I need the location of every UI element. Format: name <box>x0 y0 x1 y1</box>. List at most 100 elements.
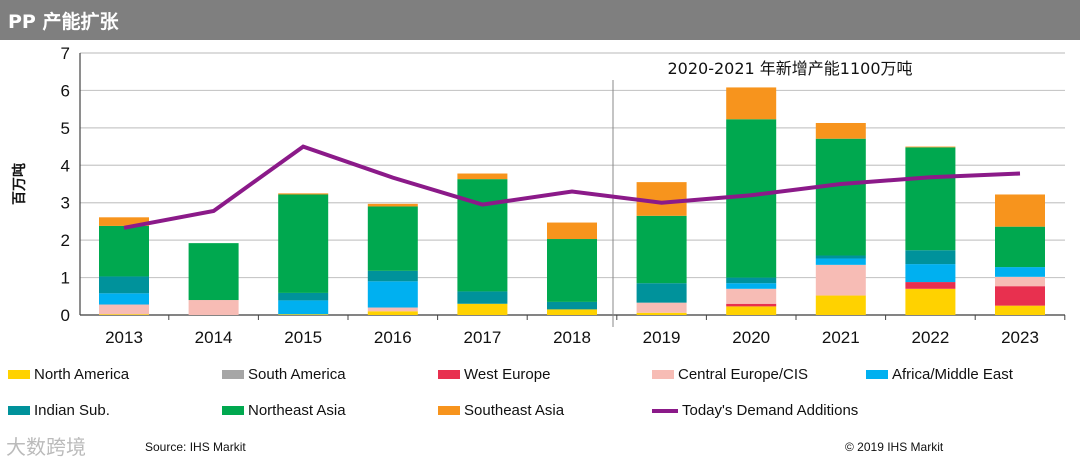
legend-swatch <box>8 370 30 379</box>
bar-segment-northeast-asia <box>547 239 597 302</box>
bar-segment-indian-sub- <box>99 276 149 294</box>
bar-segment-north-america <box>995 305 1045 315</box>
legend-swatch <box>652 370 674 379</box>
x-tick-label: 2013 <box>105 328 143 347</box>
bar-segment-northeast-asia <box>278 194 329 293</box>
legend-label: Northeast Asia <box>248 402 346 419</box>
bar-segment-indian-sub- <box>636 283 687 303</box>
bar-segment-southeast-asia <box>278 193 329 195</box>
source-text: Source: IHS Markit <box>145 440 246 454</box>
bar-segment-indian-sub- <box>547 301 597 310</box>
legend-item: West Europe <box>438 366 550 383</box>
bar-segment-north-america <box>547 309 597 315</box>
y-tick-label: 5 <box>61 119 70 138</box>
x-tick-label: 2016 <box>374 328 412 347</box>
x-tick-label: 2015 <box>284 328 322 347</box>
bar-segment-west-europe <box>726 303 777 307</box>
bar-segment-indian-sub- <box>278 292 329 301</box>
bar-segment-southeast-asia <box>726 87 777 120</box>
bar-segment-indian-sub- <box>367 270 418 282</box>
legend-item: Africa/Middle East <box>866 366 1013 383</box>
y-tick-label: 4 <box>61 156 70 175</box>
y-axis-label: 百万吨 <box>11 163 28 205</box>
legend-label: Central Europe/CIS <box>678 366 809 383</box>
watermark: 大数跨境 <box>6 435 86 459</box>
bar-segment-northeast-asia <box>99 225 149 277</box>
bar-segment-southeast-asia <box>905 146 956 148</box>
legend-line-swatch <box>652 408 678 413</box>
x-tick-label: 2021 <box>822 328 860 347</box>
legend-item: Today's Demand Additions <box>652 402 858 419</box>
bar-segment-northeast-asia <box>367 206 418 271</box>
bar-segment-southeast-asia <box>99 217 149 226</box>
legend-item: North America <box>8 366 129 383</box>
page-title: PP 产能扩张 <box>8 11 119 33</box>
y-tick-label: 3 <box>61 194 70 213</box>
bar-segment-indian-sub- <box>905 250 956 265</box>
legend-item: South America <box>222 366 346 383</box>
legend-swatch <box>438 370 460 379</box>
legend-swatch <box>222 370 244 379</box>
bar-segment-africa-middle-east <box>995 267 1045 277</box>
bar-segment-africa-middle-east <box>815 258 866 265</box>
bar-segment-africa-middle-east <box>99 293 149 305</box>
header-bar: PP 产能扩张 <box>0 0 1080 40</box>
legend-swatch <box>8 406 30 415</box>
legend-swatch <box>866 370 888 379</box>
bar-segment-southeast-asia <box>995 194 1045 227</box>
bar-segment-northeast-asia <box>995 226 1045 268</box>
legend-label: Indian Sub. <box>34 402 110 419</box>
bar-segment-northeast-asia <box>457 179 508 292</box>
annotation: 2020-2021 年新增产能1100万吨 <box>667 59 912 78</box>
bar-segment-northeast-asia <box>905 147 956 251</box>
bar-segment-indian-sub- <box>815 255 866 259</box>
bar-segment-central-europe-cis <box>636 302 687 313</box>
stacked-bar-chart: 0 1 2 3 4 5 6 7 百万吨 2020-2021 年新增产能1100万吨 2013 2014… <box>11 44 1066 347</box>
bar-segment-northeast-asia <box>636 215 687 284</box>
legend-label: Today's Demand Additions <box>682 402 859 419</box>
bar-segment-north-america <box>278 314 329 315</box>
bar-segment-central-europe-cis <box>995 276 1045 287</box>
bar-segment-southeast-asia <box>457 173 508 180</box>
legend-label: West Europe <box>464 366 551 383</box>
copyright-text: © 2019 IHS Markit <box>845 440 944 454</box>
bar-segment-north-america <box>367 311 418 315</box>
bar-segment-north-america <box>815 295 866 315</box>
x-tick-label: 2019 <box>643 328 681 347</box>
demand-line <box>123 144 1021 230</box>
bar-segment-southeast-asia <box>815 122 866 139</box>
bar-segment-central-europe-cis <box>815 264 866 296</box>
x-tick-label: 2014 <box>195 328 233 347</box>
y-tick-label: 1 <box>61 269 70 288</box>
bar-segment-southeast-asia <box>547 222 597 240</box>
legend-item: Central Europe/CIS <box>652 366 808 383</box>
bar-segment-north-america <box>636 312 687 315</box>
bar-segment-north-america <box>726 306 777 315</box>
legend-item: Southeast Asia <box>438 402 564 419</box>
bar-segment-africa-middle-east <box>278 300 329 315</box>
x-tick-label: 2018 <box>553 328 591 347</box>
legend-label: North America <box>34 366 130 383</box>
x-tick-label: 2022 <box>911 328 949 347</box>
bar-segment-north-america <box>99 314 149 315</box>
bar-segment-africa-middle-east <box>905 264 956 283</box>
legend-item: Northeast Asia <box>222 402 346 419</box>
y-tick-label: 2 <box>61 231 70 250</box>
bar-segment-northeast-asia <box>188 243 239 301</box>
bar-segment-central-europe-cis <box>188 300 239 315</box>
legend-item: Indian Sub. <box>8 402 110 419</box>
bar-segment-central-europe-cis <box>367 307 418 312</box>
bar-segment-north-america <box>905 288 956 315</box>
bar-segment-southeast-asia <box>367 203 418 207</box>
bar-segment-central-europe-cis <box>726 288 777 304</box>
legend-label: Southeast Asia <box>464 402 565 419</box>
y-tick-label: 0 <box>61 306 70 325</box>
bar-segment-central-europe-cis <box>99 304 149 315</box>
x-tick-label: 2017 <box>463 328 501 347</box>
bar-segment-africa-middle-east <box>726 283 777 289</box>
y-tick-label: 7 <box>61 44 70 63</box>
bar-segment-west-europe <box>995 286 1045 306</box>
bar-segment-indian-sub- <box>726 277 777 284</box>
legend-label: Africa/Middle East <box>892 366 1013 383</box>
legend-swatch <box>222 406 244 415</box>
